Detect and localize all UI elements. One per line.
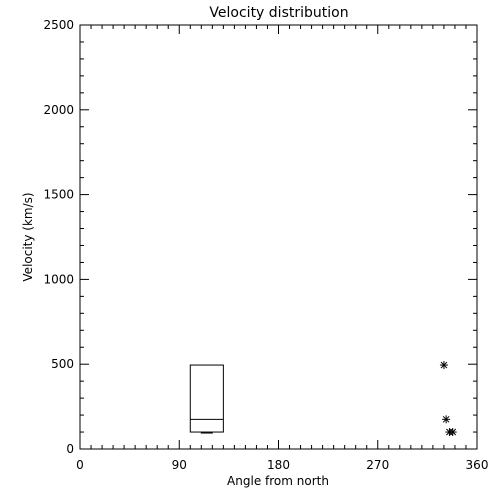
box-iqr xyxy=(189,364,224,433)
x-axis-label: Angle from north xyxy=(227,474,329,488)
y-axis-tick-labels: 0 500 1000 1500 2000 2500 xyxy=(43,18,74,456)
x-tick-label: 0 xyxy=(76,458,84,472)
data-point xyxy=(448,428,457,437)
x-tick-label: 90 xyxy=(172,458,187,472)
y-tick-label: 500 xyxy=(51,357,74,371)
y-axis-label: Velocity (km/s) xyxy=(21,192,35,281)
y-tick-label: 0 xyxy=(66,442,74,456)
y-tick-label: 2000 xyxy=(43,103,74,117)
x-tick-label: 270 xyxy=(366,458,389,472)
data-points xyxy=(439,361,457,437)
x-axis-tick-labels: 0 90 180 270 360 xyxy=(76,458,488,472)
x-tick-label: 360 xyxy=(466,458,489,472)
chart-title: Velocity distribution xyxy=(209,5,348,21)
plot-frame xyxy=(79,24,478,450)
data-point xyxy=(442,415,451,424)
star-stroke xyxy=(442,415,450,423)
data-point xyxy=(439,361,448,370)
star-stroke xyxy=(440,361,448,369)
x-axis-ticks xyxy=(79,25,478,449)
star-stroke xyxy=(449,428,457,436)
y-tick-label: 1500 xyxy=(43,188,74,202)
box-plot xyxy=(189,364,224,434)
y-axis-ticks xyxy=(80,24,477,450)
y-tick-label: 1000 xyxy=(43,272,74,286)
x-tick-label: 180 xyxy=(267,458,290,472)
y-tick-label: 2500 xyxy=(43,18,74,32)
